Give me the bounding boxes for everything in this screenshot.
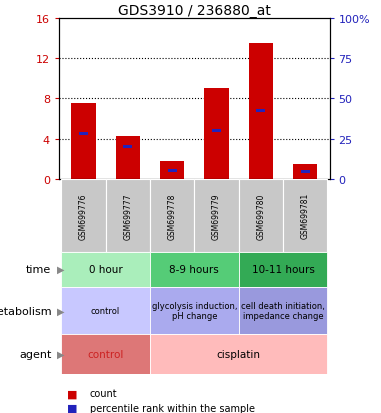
Text: ▶: ▶	[57, 264, 65, 275]
Bar	[61, 252, 150, 287]
Text: ■: ■	[67, 388, 77, 398]
Text: GSM699778: GSM699778	[168, 192, 177, 239]
Text: ■: ■	[67, 403, 77, 413]
Bar	[79, 133, 88, 136]
Bar	[249, 44, 273, 180]
Bar	[283, 180, 327, 252]
Bar	[160, 161, 184, 180]
Bar	[115, 136, 140, 180]
Bar	[150, 287, 239, 335]
Bar	[293, 164, 317, 180]
Bar	[301, 171, 310, 174]
Bar	[194, 180, 239, 252]
Text: ▶: ▶	[57, 306, 65, 316]
Text: control: control	[91, 306, 120, 315]
Text: glycolysis induction,
pH change: glycolysis induction, pH change	[152, 301, 237, 320]
Text: cell death initiation,
impedance change: cell death initiation, impedance change	[241, 301, 325, 320]
Text: GSM699780: GSM699780	[256, 192, 265, 239]
Text: GSM699776: GSM699776	[79, 192, 88, 239]
Text: control: control	[87, 349, 124, 359]
Bar	[150, 335, 327, 374]
Title: GDS3910 / 236880_at: GDS3910 / 236880_at	[118, 4, 271, 18]
Bar	[61, 180, 106, 252]
Bar	[256, 109, 266, 113]
Bar	[123, 146, 133, 149]
Text: 8-9 hours: 8-9 hours	[170, 264, 219, 275]
Text: percentile rank within the sample: percentile rank within the sample	[90, 403, 255, 413]
Bar	[61, 287, 150, 335]
Text: agent: agent	[19, 349, 51, 359]
Bar	[204, 89, 229, 180]
Bar	[71, 104, 96, 180]
Bar	[106, 180, 150, 252]
Text: cisplatin: cisplatin	[217, 349, 261, 359]
Text: 0 hour: 0 hour	[89, 264, 123, 275]
Bar	[239, 252, 327, 287]
Text: GSM699777: GSM699777	[123, 192, 132, 239]
Bar	[150, 252, 239, 287]
Text: metabolism: metabolism	[0, 306, 51, 316]
Text: time: time	[26, 264, 51, 275]
Text: count: count	[90, 388, 117, 398]
Bar	[61, 335, 150, 374]
Bar	[239, 180, 283, 252]
Bar	[168, 169, 177, 172]
Bar	[212, 130, 221, 133]
Text: 10-11 hours: 10-11 hours	[251, 264, 314, 275]
Text: GSM699781: GSM699781	[301, 193, 310, 239]
Bar	[239, 287, 327, 335]
Text: GSM699779: GSM699779	[212, 192, 221, 239]
Text: ▶: ▶	[57, 349, 65, 359]
Bar	[150, 180, 194, 252]
